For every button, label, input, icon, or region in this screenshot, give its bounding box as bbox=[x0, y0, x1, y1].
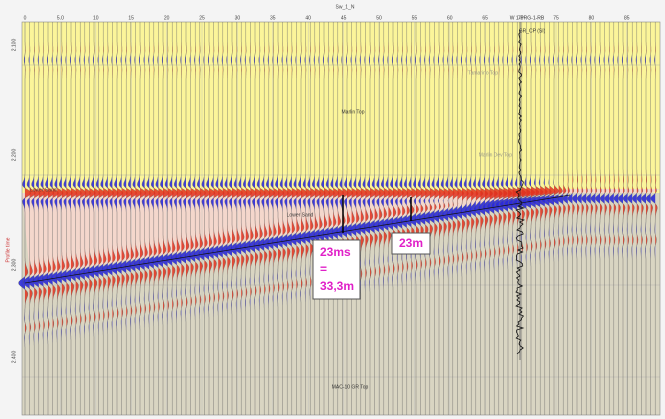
y-tick-label: 2.100 bbox=[11, 39, 17, 52]
annotation-text: = bbox=[320, 262, 327, 276]
well-name: W 1-PRG-1-RB bbox=[510, 15, 545, 21]
x-tick-label: 80 bbox=[589, 15, 595, 21]
x-tick-label: 35 bbox=[270, 15, 276, 21]
upper-layer bbox=[22, 22, 660, 193]
annotation-text: 23m bbox=[399, 236, 423, 250]
x-tick-label: 15 bbox=[128, 15, 134, 21]
x-tick-label: 60 bbox=[447, 15, 453, 21]
x-tick-label: 50 bbox=[376, 15, 382, 21]
plot-background bbox=[22, 22, 660, 415]
horizon-label: Lower Sand bbox=[30, 187, 57, 193]
horizon-label: Tamarino Top bbox=[468, 70, 498, 76]
x-tick-label: 45 bbox=[341, 15, 347, 21]
horizon-label: Lower Sand bbox=[287, 212, 314, 218]
title: Sw_1_N bbox=[336, 4, 355, 10]
annotation-text: 23ms bbox=[320, 245, 351, 259]
x-tick-label: 30 bbox=[235, 15, 241, 21]
x-tick-label: 10 bbox=[93, 15, 99, 21]
x-tick-label: 70 bbox=[518, 15, 524, 21]
y-tick-label: 2.300 bbox=[11, 259, 17, 272]
y-axis-label: Profile time bbox=[5, 237, 11, 262]
x-tick-label: 55 bbox=[412, 15, 418, 21]
x-tick-label: 25 bbox=[199, 15, 205, 21]
x-tick-label: 5.0 bbox=[57, 15, 64, 21]
horizon-label: MAC-10 GR Top bbox=[332, 384, 369, 390]
seismic-view: Sw_1_N Profile time Marlin Top Lower San… bbox=[0, 0, 665, 419]
y-tick-label: 2.400 bbox=[11, 351, 17, 364]
x-tick-label: 85 bbox=[624, 15, 630, 21]
annotation-text: 33,3m bbox=[320, 279, 354, 293]
horizon-label: Marlin Top bbox=[342, 109, 365, 115]
y-tick-label: 2.200 bbox=[11, 149, 17, 162]
x-tick-label: 65 bbox=[482, 15, 488, 21]
x-tick-label: 75 bbox=[553, 15, 559, 21]
x-tick-label: 40 bbox=[305, 15, 311, 21]
well-log-name: GR_CP (SI) bbox=[519, 28, 546, 34]
x-tick-label: 0 bbox=[24, 15, 27, 21]
x-tick-label: 20 bbox=[164, 15, 170, 21]
horizon-label: Marlin Dev Top bbox=[479, 152, 512, 158]
